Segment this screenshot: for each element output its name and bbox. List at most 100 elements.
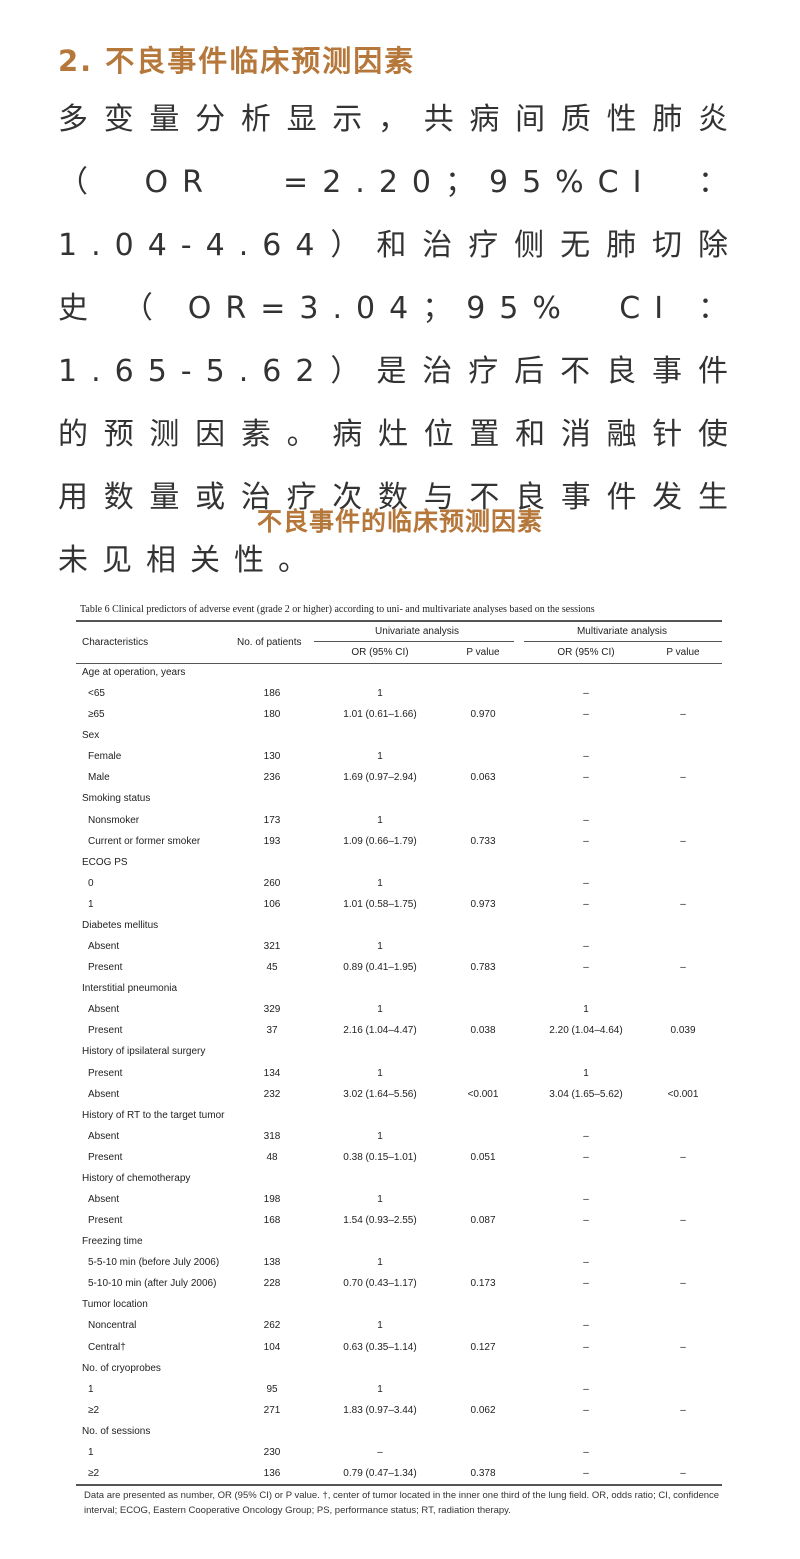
table-top-rule	[76, 620, 722, 622]
cell-uni-or: 1	[377, 1320, 383, 1332]
cell-characteristic: Central†	[88, 1341, 126, 1353]
cell-uni-or: 0.79 (0.47–1.34)	[343, 1468, 417, 1480]
body-paragraph: 多变量分析显示，共病间质性肺炎（OR =2.20；95%CI：1.04-4.64…	[58, 102, 742, 578]
cell-patients: 198	[263, 1194, 281, 1205]
cell-multi-or: 3.04 (1.65–5.62)	[549, 1088, 623, 1100]
cell-characteristic: Smoking status	[82, 793, 151, 805]
cell-uni-or: 1	[377, 751, 383, 763]
cell-uni-or: 1	[377, 1194, 383, 1205]
cell-characteristic: ≥2	[88, 1404, 100, 1416]
cell-characteristic: Absent	[88, 1088, 120, 1100]
table-group-row: Diabetes mellitus	[76, 920, 722, 941]
cell-characteristic: 1	[88, 898, 94, 910]
cell-patients: 232	[263, 1088, 281, 1100]
table-row: Current or former smoker 193 1.09 (0.66–1.…	[76, 836, 722, 857]
cell-patients: 106	[263, 898, 281, 910]
cell-multi-or: –	[583, 835, 589, 847]
cell-characteristic: History of ipsilateral surgery	[82, 1046, 206, 1058]
cell-patients: 138	[263, 1257, 281, 1269]
table-row: <65 186 1 –	[76, 688, 722, 709]
table-row: 0 260 1 –	[76, 878, 722, 899]
cell-characteristic: 0	[88, 877, 94, 889]
cell-multi-or: –	[583, 688, 589, 700]
cell-uni-or: 1.54 (0.93–2.55)	[343, 1215, 417, 1227]
cell-patients: 329	[263, 1004, 281, 1016]
cell-uni-p: 0.783	[470, 962, 496, 974]
cell-characteristic: Present	[88, 1151, 123, 1163]
cell-patients: 230	[263, 1446, 281, 1458]
cell-patients: 168	[263, 1215, 281, 1227]
cell-uni-or: 1	[377, 1257, 383, 1269]
table-group-row: Tumor location	[76, 1299, 722, 1320]
cell-characteristic: Tumor location	[82, 1299, 148, 1311]
cell-multi-or: –	[583, 1130, 589, 1142]
cell-uni-or: 0.89 (0.41–1.95)	[343, 962, 417, 974]
table-row: Absent 232 3.02 (1.64–5.56) <0.001 3.04 (1.6…	[76, 1089, 722, 1110]
cell-patients: 104	[263, 1341, 281, 1353]
header-multivariate: Multivariate analysis	[576, 626, 668, 637]
cell-uni-p: 0.087	[470, 1215, 496, 1227]
header-rule	[76, 663, 722, 664]
table-row: 5-10-10 min (after July 2006) 228 0.70 (0.…	[76, 1278, 722, 1299]
cell-uni-or: 1	[377, 941, 383, 953]
cell-multi-or: –	[583, 898, 589, 910]
cell-multi-or: 1	[583, 1004, 589, 1016]
table-row: Present 168 1.54 (0.93–2.55) 0.087 – –	[76, 1215, 722, 1236]
cell-multi-or: –	[583, 877, 589, 889]
cell-multi-p: –	[680, 1151, 686, 1163]
cell-multi-or: –	[583, 814, 589, 826]
cell-uni-or: 0.70 (0.43–1.17)	[343, 1278, 417, 1290]
cell-uni-p: 0.973	[470, 898, 496, 910]
cell-uni-or: 1	[377, 1067, 383, 1079]
cell-multi-p: –	[680, 1278, 686, 1290]
cell-multi-or: –	[583, 772, 589, 784]
table-group-row: Smoking status	[76, 793, 722, 814]
table-group-row: Sex	[76, 730, 722, 751]
cell-characteristic: Present	[88, 1215, 123, 1227]
table-row: Present 45 0.89 (0.41–1.95) 0.783 – –	[76, 962, 722, 983]
table-row: 1 95 1 –	[76, 1384, 722, 1405]
cell-uni-or: 0.63 (0.35–1.14)	[343, 1341, 417, 1353]
cell-patients: 37	[266, 1025, 278, 1037]
cell-uni-or: 1	[377, 814, 383, 826]
cell-patients: 95	[266, 1383, 278, 1395]
cell-uni-p: 0.063	[470, 772, 496, 784]
table-row: Female 130 1 –	[76, 751, 722, 772]
cell-characteristic: Current or former smoker	[88, 835, 201, 847]
cell-uni-or: 1	[377, 688, 383, 700]
univariate-rule	[314, 641, 514, 642]
cell-characteristic: Male	[88, 772, 110, 784]
cell-multi-or: –	[583, 1341, 589, 1353]
cell-multi-p: –	[680, 1404, 686, 1416]
cell-characteristic: 5-10-10 min (after July 2006)	[88, 1278, 217, 1290]
table-group-row: No. of cryoprobes	[76, 1363, 722, 1384]
header-univariate: Univariate analysis	[375, 626, 459, 637]
cell-patients: 48	[266, 1151, 278, 1163]
table-group-row: No. of sessions	[76, 1426, 722, 1447]
table-row: Present 48 0.38 (0.15–1.01) 0.051 – –	[76, 1152, 722, 1173]
header-uni-p: P value	[466, 647, 500, 658]
cell-characteristic: No. of sessions	[82, 1425, 151, 1437]
cell-patients: 186	[263, 688, 281, 700]
table-row: ≥2 271 1.83 (0.97–3.44) 0.062 – –	[76, 1405, 722, 1426]
cell-characteristic: Nonsmoker	[88, 814, 140, 826]
cell-multi-or: –	[583, 1215, 589, 1227]
table-group-row: Freezing time	[76, 1236, 722, 1257]
cell-characteristic: ECOG PS	[82, 856, 128, 868]
cell-uni-or: 1	[377, 1004, 383, 1016]
cell-multi-p: –	[680, 772, 686, 784]
cell-characteristic: 1	[88, 1446, 94, 1458]
table-subtitle: 不良事件的临床预测因素	[256, 507, 543, 536]
header-multi-p: P value	[666, 647, 700, 658]
cell-multi-or: 1	[583, 1067, 589, 1079]
cell-characteristic: Sex	[82, 730, 100, 742]
cell-uni-p: 0.051	[470, 1151, 496, 1163]
header-patients: No. of patients	[237, 637, 302, 648]
table-group-row: Interstitial pneumonia	[76, 983, 722, 1004]
cell-characteristic: 1	[88, 1383, 94, 1395]
table-row: Present 37 2.16 (1.04–4.47) 0.038 2.20 (1.04…	[76, 1025, 722, 1046]
cell-characteristic: History of RT to the target tumor	[82, 1109, 225, 1121]
section-heading: 2. 不良事件临床预测因素	[58, 44, 416, 78]
cell-patients: 236	[263, 772, 281, 784]
cell-multi-or: –	[583, 1383, 589, 1395]
